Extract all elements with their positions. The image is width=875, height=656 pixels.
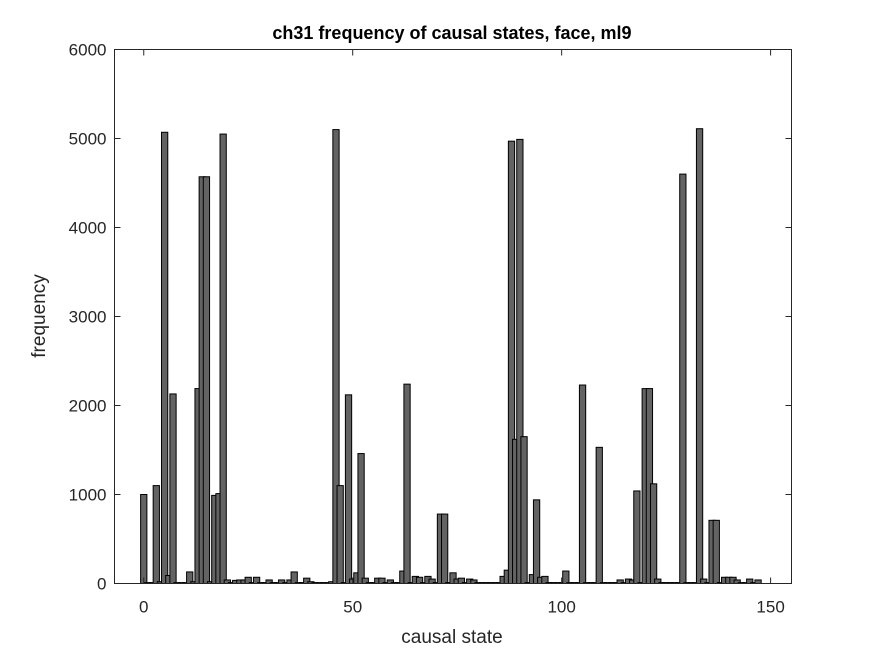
y-axis-label: frequency — [29, 274, 50, 358]
bar — [532, 499, 541, 584]
bar — [161, 131, 169, 585]
bar — [562, 570, 570, 584]
bar — [219, 133, 227, 585]
y-tick-label: 4000 — [69, 219, 107, 238]
x-tick-label: 100 — [547, 598, 575, 617]
x-axis-label: causal state — [401, 627, 502, 648]
y-tick-label: 2000 — [69, 397, 107, 416]
chart-title: ch31 frequency of causal states, face, m… — [272, 23, 631, 43]
bar — [169, 393, 177, 584]
bar — [403, 383, 411, 585]
bar — [202, 176, 211, 585]
bar — [695, 128, 704, 585]
x-axis-ticks: 0 50 100 150 — [139, 49, 785, 617]
bar — [441, 513, 449, 585]
y-tick-label: 6000 — [69, 41, 107, 60]
y-tick-label: 3000 — [69, 308, 107, 327]
bar — [712, 519, 720, 584]
bar — [152, 485, 160, 585]
bar — [578, 384, 587, 584]
y-tick-label: 5000 — [69, 130, 107, 149]
bar — [336, 485, 344, 585]
bar — [633, 490, 641, 584]
y-tick-label: 0 — [97, 575, 106, 594]
bar — [140, 494, 148, 584]
bar — [595, 446, 603, 584]
bar — [520, 436, 528, 584]
y-axis-ticks: 0 1000 2000 3000 4000 5000 6000 — [69, 41, 792, 594]
bar — [357, 453, 365, 584]
bar — [649, 483, 658, 585]
x-tick-label: 50 — [343, 598, 362, 617]
bar — [290, 571, 298, 584]
plot-frame — [114, 49, 792, 584]
bar — [679, 173, 687, 584]
bars-group — [140, 128, 762, 585]
bar — [754, 579, 762, 585]
bar — [344, 394, 353, 584]
x-tick-label: 150 — [756, 598, 784, 617]
x-tick-label: 0 — [139, 598, 148, 617]
y-tick-label: 1000 — [69, 486, 107, 505]
